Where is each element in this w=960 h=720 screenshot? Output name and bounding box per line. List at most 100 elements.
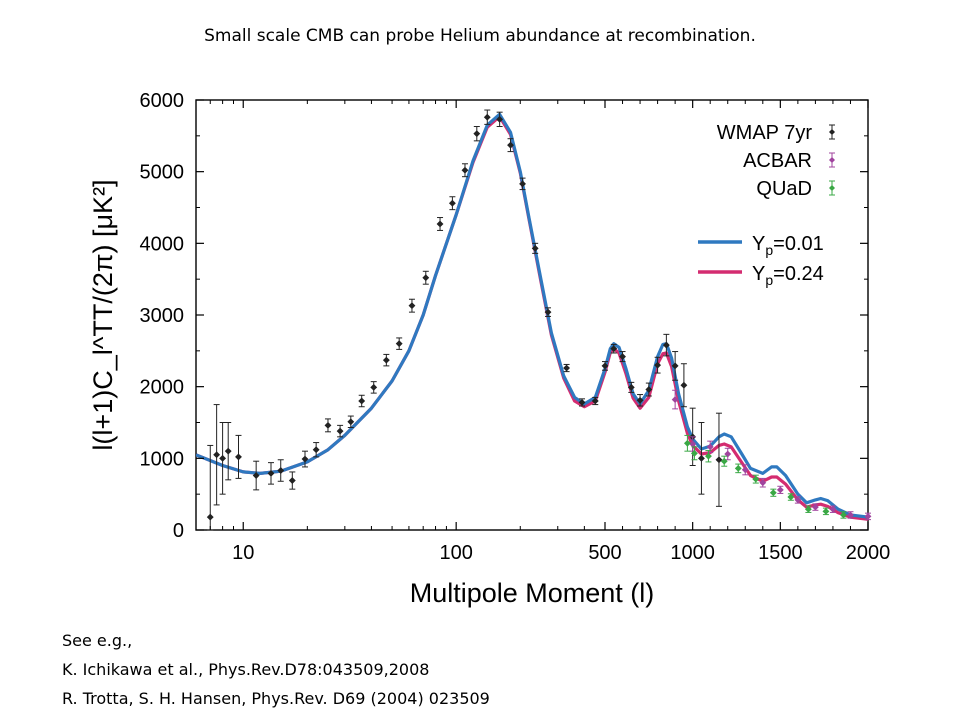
- marker: [358, 397, 366, 405]
- y-tick-label: 3000: [140, 305, 185, 327]
- data-point-WMAP 7yr: [336, 424, 344, 438]
- series-line-Y_p=0.24: [196, 114, 868, 521]
- data-point-ACBAR: [847, 511, 854, 519]
- marker: [591, 397, 599, 405]
- data-point-QUaD: [752, 474, 760, 484]
- data-point-QUaD: [840, 511, 847, 519]
- data-point-ACBAR: [706, 440, 714, 454]
- marker: [734, 464, 742, 472]
- data-point-WMAP 7yr: [563, 363, 570, 373]
- data-point-ACBAR: [829, 505, 837, 513]
- marker: [578, 399, 586, 406]
- data-point-WMAP 7yr: [654, 356, 662, 374]
- y-tick-label: 0: [173, 520, 184, 542]
- marker: [473, 130, 481, 138]
- x-axis-title: Multipole Moment (l): [410, 578, 655, 608]
- marker: [312, 446, 320, 454]
- references-heading: See e.g.,: [62, 631, 133, 650]
- data-point-ACBAR: [864, 512, 872, 521]
- data-point-WMAP 7yr: [662, 333, 670, 357]
- data-point-WMAP 7yr: [312, 442, 320, 458]
- marker: [683, 439, 691, 447]
- data-point-QUaD: [822, 507, 830, 516]
- legend-label: QUaD: [756, 178, 812, 200]
- marker: [706, 443, 714, 451]
- data-point-QUaD: [734, 463, 742, 474]
- data-point-ACBAR: [776, 485, 784, 494]
- data-point-ACBAR: [724, 447, 732, 461]
- x-tick-label: 100: [439, 542, 472, 564]
- data-point-WMAP 7yr: [277, 459, 285, 482]
- marker: [619, 353, 626, 360]
- data-point-WMAP 7yr: [436, 217, 444, 231]
- marker: [720, 457, 728, 465]
- marker: [436, 220, 444, 228]
- data-point-WMAP 7yr: [382, 353, 390, 367]
- marker: [601, 362, 609, 370]
- legend-label: WMAP 7yr: [717, 122, 813, 144]
- marker: [324, 421, 332, 429]
- data-point-WMAP 7yr: [324, 418, 332, 433]
- data-point-WMAP 7yr: [715, 412, 723, 507]
- marker: [829, 505, 837, 513]
- marker: [267, 469, 275, 477]
- data-point-WMAP 7yr: [448, 196, 456, 211]
- data-point-WMAP 7yr: [473, 126, 481, 142]
- data-point-ACBAR: [671, 389, 679, 410]
- marker: [277, 467, 285, 474]
- data-point-WMAP 7yr: [645, 382, 653, 397]
- marker: [408, 302, 416, 310]
- x-tick-label: 1500: [758, 542, 803, 564]
- reference-item: K. Ichikawa et al., Phys.Rev.D78:043509,…: [62, 660, 430, 679]
- marker: [496, 115, 504, 123]
- data-point-ACBAR: [794, 496, 802, 504]
- marker: [662, 341, 670, 349]
- x-tick-label: 2000: [846, 542, 891, 564]
- y-axis-title: l(l+1)C_l^TT/(2π) [μK²]: [88, 179, 118, 450]
- data-point-ACBAR: [759, 477, 767, 488]
- marker: [219, 454, 227, 462]
- marker: [235, 453, 242, 461]
- marker: [252, 472, 260, 479]
- marker: [776, 486, 784, 494]
- marker: [382, 356, 390, 364]
- data-point-WMAP 7yr: [601, 361, 609, 371]
- marker: [610, 345, 618, 353]
- y-tick-label: 1000: [140, 448, 185, 470]
- data-point-WMAP 7yr: [627, 381, 635, 393]
- marker: [752, 475, 760, 483]
- references-block: See e.g., K. Ichikawa et al., Phys.Rev.D…: [62, 626, 490, 713]
- data-point-QUaD: [705, 449, 712, 463]
- marker: [822, 507, 830, 515]
- data-point-WMAP 7yr: [636, 394, 644, 407]
- data-point-WMAP 7yr: [496, 111, 504, 128]
- data-point-WMAP 7yr: [358, 394, 366, 408]
- marker: [787, 493, 795, 501]
- marker: [461, 166, 469, 174]
- marker: [422, 274, 430, 282]
- data-point-WMAP 7yr: [578, 398, 586, 407]
- legend-label: Yp=0.01: [752, 233, 824, 258]
- marker: [336, 427, 344, 435]
- data-point-WMAP 7yr: [235, 434, 242, 479]
- data-point-WMAP 7yr: [591, 396, 599, 406]
- data-point-QUaD: [769, 488, 777, 497]
- data-point-ACBAR: [811, 503, 819, 511]
- data-point-WMAP 7yr: [544, 307, 552, 317]
- marker: [213, 451, 221, 459]
- data-point-QUaD: [787, 493, 795, 501]
- marker: [507, 141, 514, 149]
- marker: [840, 511, 847, 519]
- data-point-WMAP 7yr: [224, 422, 232, 481]
- legend-marker: [829, 157, 835, 163]
- data-point-WMAP 7yr: [619, 351, 626, 363]
- data-point-WMAP 7yr: [671, 351, 679, 381]
- marker: [519, 180, 526, 188]
- legend-marker: [829, 129, 835, 135]
- data-point-WMAP 7yr: [422, 270, 430, 285]
- slide-title: Small scale CMB can probe Helium abundan…: [204, 26, 756, 46]
- data-point-WMAP 7yr: [252, 460, 260, 491]
- data-point-WMAP 7yr: [531, 242, 539, 254]
- legend-label: Yp=0.24: [752, 263, 824, 288]
- data-point-WMAP 7yr: [370, 381, 378, 394]
